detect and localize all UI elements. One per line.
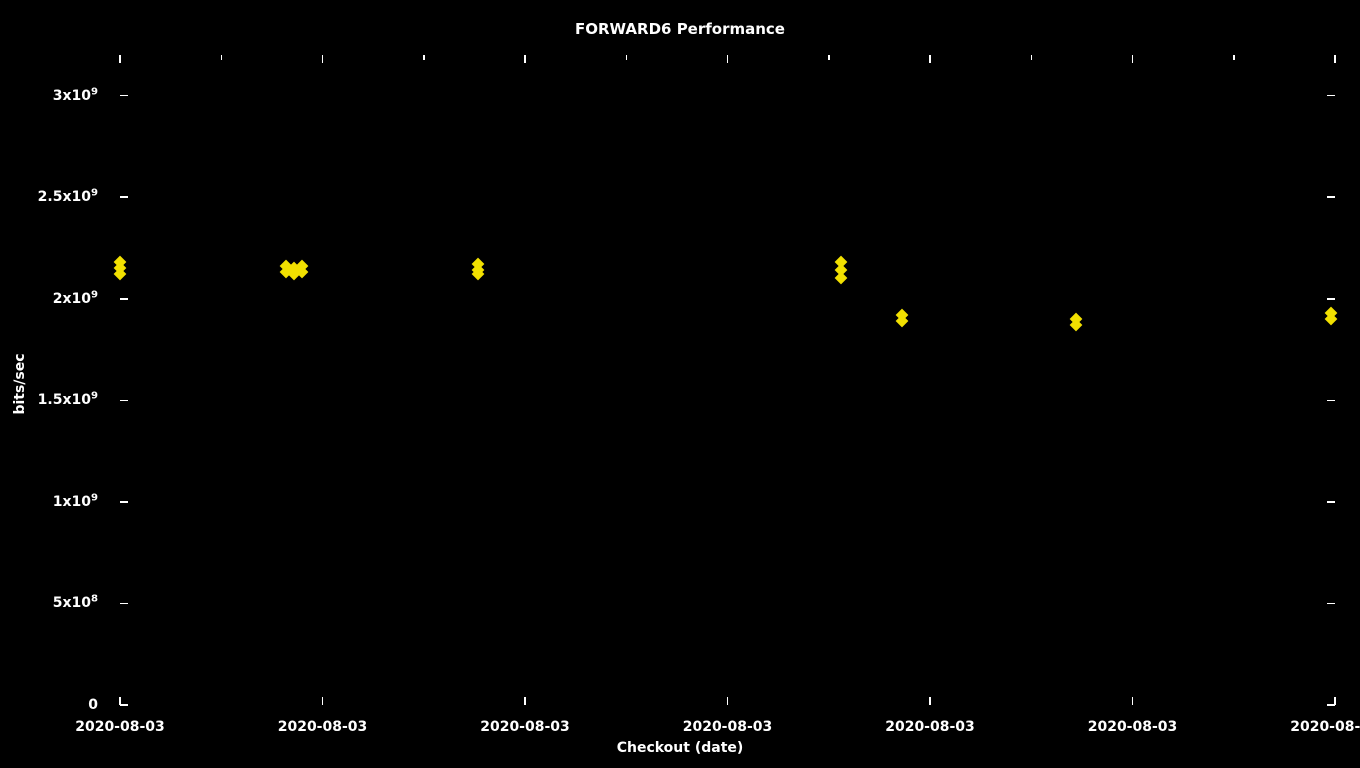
x-minor-tick [626,55,628,60]
x-tick-label: 2020-08-03 [1290,705,1360,735]
y-tick-label: 1x109 [53,494,120,510]
y-axis-label: bits/sec [12,353,28,414]
y-tick-mark [1327,501,1335,503]
x-tick-mark [524,697,526,705]
x-tick-mark [1132,697,1134,705]
x-tick-label: 2020-08-03 [1088,705,1178,735]
x-tick-mark [322,697,324,705]
performance-chart: FORWARD6 Performance bits/sec Checkout (… [0,0,1360,768]
x-tick-label: 2020-08-03 [885,705,975,735]
y-tick-mark [1327,95,1335,97]
x-tick-mark [1334,55,1336,63]
x-tick-mark [524,55,526,63]
x-tick-mark [322,55,324,63]
x-minor-tick [1233,55,1235,60]
y-tick-mark [1327,298,1335,300]
x-axis-label: Checkout (date) [0,740,1360,756]
data-point [296,266,309,279]
x-minor-tick [221,55,223,60]
x-tick-label: 2020-08-03 [75,705,165,735]
y-tick-mark [120,400,128,402]
x-tick-mark [929,55,931,63]
x-tick-label: 2020-08-03 [480,705,570,735]
y-tick-mark [120,298,128,300]
y-tick-label: 2.5x109 [38,189,120,205]
x-tick-mark [929,697,931,705]
chart-title: FORWARD6 Performance [0,20,1360,38]
plot-area: 05x1081x1091.5x1092x1092.5x1093x1092020-… [120,55,1335,705]
y-tick-mark [120,95,128,97]
y-tick-mark [1327,603,1335,605]
x-tick-label: 2020-08-03 [683,705,773,735]
y-tick-mark [120,196,128,198]
x-minor-tick [1031,55,1033,60]
y-tick-mark [120,501,128,503]
y-tick-mark [1327,400,1335,402]
x-tick-mark [119,697,121,705]
x-minor-tick [828,55,830,60]
x-tick-mark [727,697,729,705]
y-tick-label: 1.5x109 [38,392,120,408]
x-tick-mark [119,55,121,63]
x-tick-mark [727,55,729,63]
y-tick-label: 2x109 [53,291,120,307]
data-point [835,272,848,285]
y-tick-label: 3x109 [53,88,120,104]
y-tick-mark [120,603,128,605]
y-tick-label: 5x108 [53,595,120,611]
y-tick-mark [1327,196,1335,198]
x-minor-tick [423,55,425,60]
x-tick-label: 2020-08-03 [278,705,368,735]
x-tick-mark [1132,55,1134,63]
x-tick-mark [1334,697,1336,705]
